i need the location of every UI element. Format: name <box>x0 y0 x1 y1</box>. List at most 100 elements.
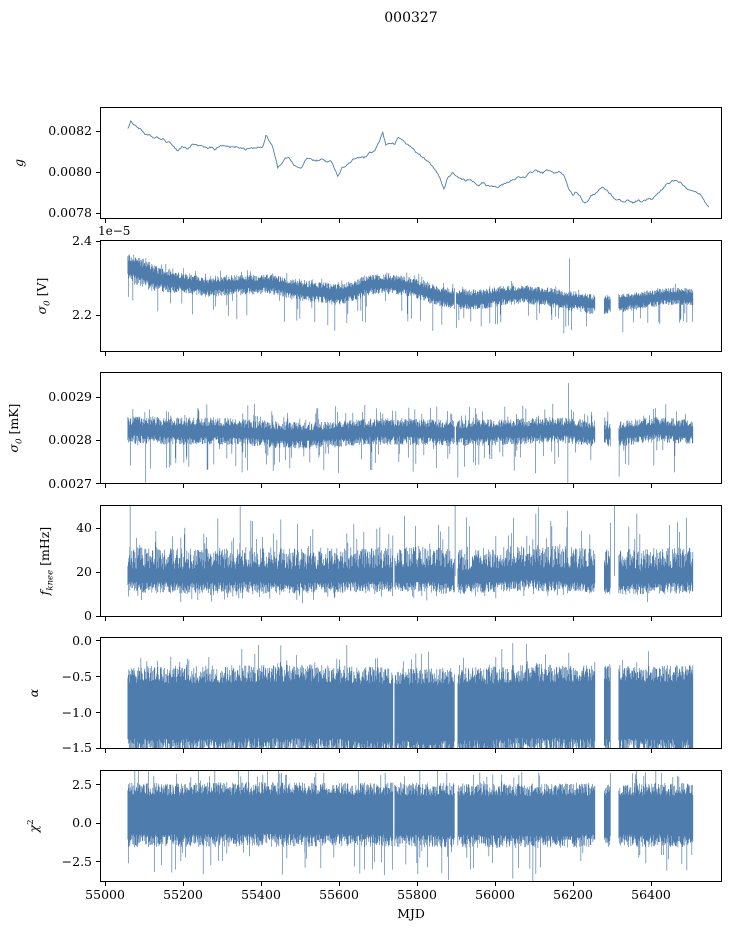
y-tick-label: −1.0 <box>61 704 92 720</box>
x-tick-mark <box>104 219 106 223</box>
x-tick-mark <box>104 882 106 886</box>
y-tick-mark <box>96 171 100 173</box>
x-tick-mark <box>182 882 184 886</box>
x-tick-mark <box>416 484 418 488</box>
y-tick-label: 2.2 <box>72 307 92 323</box>
x-tick-mark <box>416 882 418 886</box>
x-tick-mark <box>338 882 340 886</box>
x-tick-mark <box>338 484 340 488</box>
y-axis-label-chi2: χ2 <box>26 819 42 833</box>
x-tick-label: 56400 <box>631 887 671 902</box>
panel-fknee <box>100 505 722 617</box>
y-tick-label: 0.0080 <box>48 164 92 180</box>
y-axis-label-fknee: fknee [mHz] <box>37 526 56 596</box>
x-tick-mark <box>260 617 262 621</box>
y-tick-mark <box>96 527 100 529</box>
y-tick-mark <box>96 396 100 398</box>
y-tick-mark <box>96 676 100 678</box>
x-tick-mark <box>182 219 184 223</box>
y-tick-label: 0.0029 <box>48 389 92 405</box>
y-tick-label: 0.0 <box>72 815 92 831</box>
x-tick-mark <box>182 352 184 356</box>
y-tick-mark <box>96 615 100 617</box>
x-tick-mark <box>338 617 340 621</box>
x-tick-mark <box>650 617 652 621</box>
y-axis-offset-label: 1e−5 <box>98 224 131 238</box>
panel-alpha <box>100 637 722 749</box>
y-tick-label: −0.5 <box>61 668 92 684</box>
y-axis-label-alpha: α <box>26 688 41 698</box>
y-tick-label: 0.0082 <box>48 123 92 138</box>
y-axis-label-g: g <box>11 159 26 168</box>
x-tick-mark <box>416 617 418 621</box>
y-axis-label-sigma0-mk: σ0 [mK] <box>6 403 25 453</box>
x-tick-mark <box>494 352 496 356</box>
x-tick-mark <box>182 617 184 621</box>
y-tick-label: 40 <box>76 520 92 536</box>
x-tick-mark <box>416 219 418 223</box>
y-tick-mark <box>96 483 100 485</box>
y-tick-label: 0 <box>84 608 92 623</box>
figure-title: 000327 <box>384 10 438 26</box>
y-tick-label: −1.5 <box>61 740 92 756</box>
x-axis-title: MJD <box>397 906 425 921</box>
panel-sigma0-v <box>100 240 722 352</box>
y-tick-mark <box>96 314 100 316</box>
x-tick-mark <box>104 352 106 356</box>
panel-chi2-plot <box>101 771 721 881</box>
x-tick-mark <box>338 219 340 223</box>
y-tick-mark <box>96 822 100 824</box>
x-tick-mark <box>494 484 496 488</box>
x-tick-mark <box>260 219 262 223</box>
y-tick-label: 20 <box>76 564 92 580</box>
x-tick-label: 55000 <box>85 887 125 902</box>
y-tick-mark <box>96 784 100 786</box>
x-tick-mark <box>572 882 574 886</box>
x-tick-mark <box>104 617 106 621</box>
x-tick-label: 55800 <box>397 887 437 902</box>
x-tick-mark <box>650 749 652 753</box>
x-tick-mark <box>572 749 574 753</box>
x-tick-mark <box>572 352 574 356</box>
x-tick-mark <box>182 484 184 488</box>
y-tick-label: 0.0028 <box>48 432 92 448</box>
panel-alpha-plot <box>101 638 721 748</box>
panel-sigma0-mk-plot <box>101 373 721 483</box>
x-tick-mark <box>494 882 496 886</box>
y-tick-label: 0.0 <box>72 632 92 648</box>
x-tick-mark <box>338 352 340 356</box>
x-tick-mark <box>650 484 652 488</box>
x-tick-mark <box>416 352 418 356</box>
x-tick-mark <box>104 749 106 753</box>
y-tick-label: 2.5 <box>72 776 92 792</box>
y-tick-mark <box>96 439 100 441</box>
panel-sigma0-v-plot <box>101 241 721 351</box>
y-tick-label: 0.0027 <box>48 475 92 491</box>
x-tick-mark <box>572 219 574 223</box>
x-tick-mark <box>494 617 496 621</box>
x-tick-mark <box>260 484 262 488</box>
panel-chi2 <box>100 770 722 882</box>
panel-fknee-plot <box>101 506 721 616</box>
x-tick-mark <box>260 352 262 356</box>
y-tick-mark <box>96 747 100 749</box>
x-tick-mark <box>260 749 262 753</box>
x-tick-mark <box>494 219 496 223</box>
x-tick-mark <box>572 484 574 488</box>
x-tick-label: 55400 <box>241 887 281 902</box>
x-tick-mark <box>338 749 340 753</box>
panel-g-plot <box>101 108 721 218</box>
x-tick-mark <box>572 617 574 621</box>
x-tick-label: 55200 <box>163 887 203 902</box>
x-tick-label: 55600 <box>319 887 359 902</box>
y-tick-label: 0.0078 <box>48 205 92 221</box>
y-tick-mark <box>96 640 100 642</box>
x-tick-mark <box>650 352 652 356</box>
y-tick-mark <box>96 712 100 713</box>
y-tick-mark <box>96 240 100 242</box>
y-tick-label: 2.4 <box>72 233 92 249</box>
panel-sigma0-mk <box>100 372 722 484</box>
y-tick-mark <box>96 212 100 214</box>
y-tick-label: −2.5 <box>61 853 92 869</box>
